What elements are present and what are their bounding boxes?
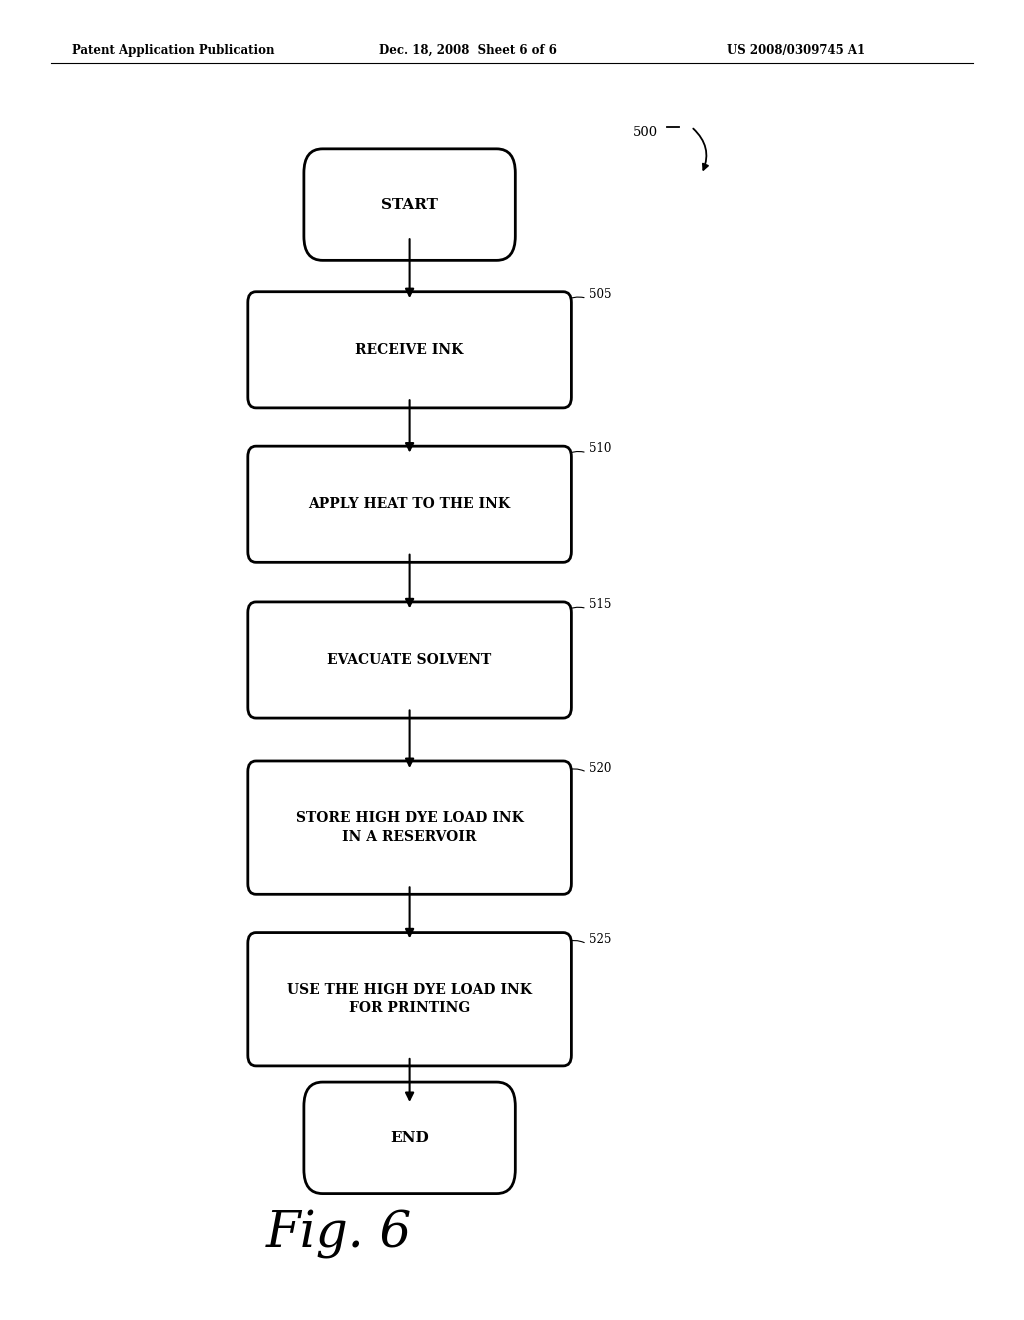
FancyBboxPatch shape xyxy=(304,149,515,260)
Text: US 2008/0309745 A1: US 2008/0309745 A1 xyxy=(727,44,865,57)
Text: 520: 520 xyxy=(589,762,611,775)
FancyBboxPatch shape xyxy=(248,292,571,408)
Text: APPLY HEAT TO THE INK: APPLY HEAT TO THE INK xyxy=(308,498,511,511)
Text: USE THE HIGH DYE LOAD INK
FOR PRINTING: USE THE HIGH DYE LOAD INK FOR PRINTING xyxy=(287,983,532,1015)
FancyBboxPatch shape xyxy=(248,760,571,895)
Text: EVACUATE SOLVENT: EVACUATE SOLVENT xyxy=(328,653,492,667)
Text: Dec. 18, 2008  Sheet 6 of 6: Dec. 18, 2008 Sheet 6 of 6 xyxy=(379,44,557,57)
Text: STORE HIGH DYE LOAD INK
IN A RESERVOIR: STORE HIGH DYE LOAD INK IN A RESERVOIR xyxy=(296,812,523,843)
FancyBboxPatch shape xyxy=(248,932,571,1067)
Text: 510: 510 xyxy=(589,442,611,455)
Text: END: END xyxy=(390,1131,429,1144)
Text: 505: 505 xyxy=(589,288,611,301)
Text: RECEIVE INK: RECEIVE INK xyxy=(355,343,464,356)
FancyBboxPatch shape xyxy=(248,446,571,562)
FancyBboxPatch shape xyxy=(248,602,571,718)
Text: Fig. 6: Fig. 6 xyxy=(266,1209,413,1259)
Text: Patent Application Publication: Patent Application Publication xyxy=(72,44,274,57)
Text: 525: 525 xyxy=(589,933,611,946)
Text: 500: 500 xyxy=(633,125,658,139)
Text: 515: 515 xyxy=(589,598,611,611)
FancyBboxPatch shape xyxy=(304,1082,515,1193)
Text: START: START xyxy=(381,198,438,211)
